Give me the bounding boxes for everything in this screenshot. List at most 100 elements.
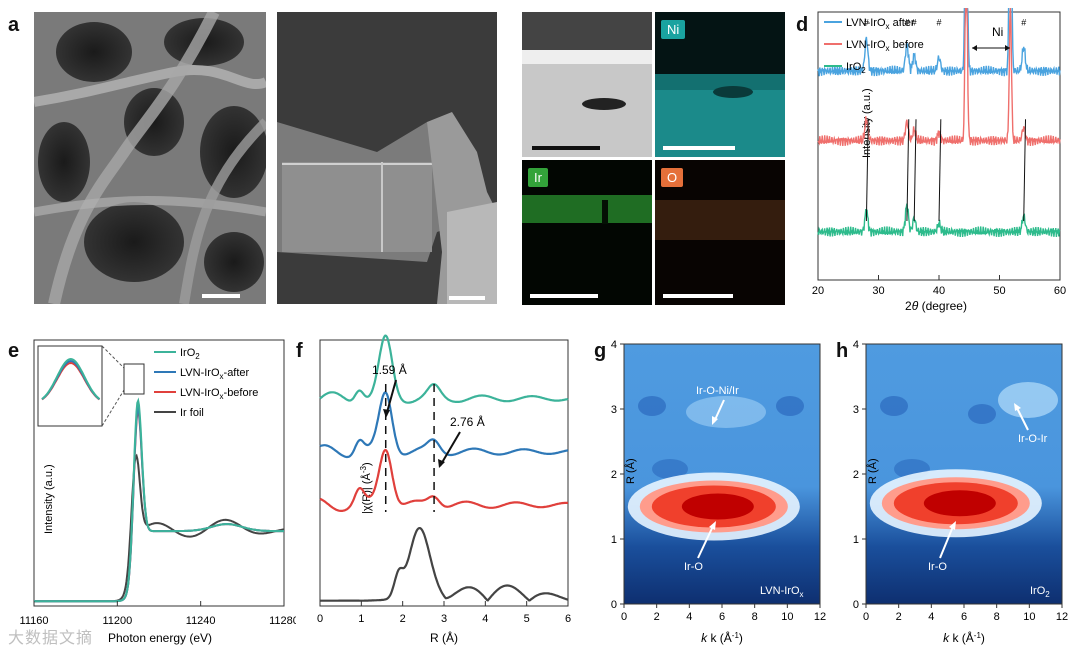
- x-tick-label: 5: [524, 613, 530, 625]
- x-tick-label: 12: [814, 611, 826, 623]
- heat-blob: [652, 459, 688, 479]
- heat-blob: [686, 396, 766, 428]
- x-tick-label: 11200: [102, 615, 132, 627]
- peak-connector: [1023, 119, 1027, 222]
- plot-frame: [817, 11, 1061, 281]
- xanes-chart: Intensity (a.u.) 11160 11200 11240 11280 Ph…: [20, 339, 296, 645]
- lamella-shape: [522, 12, 652, 157]
- legend-item-iro2: IrO2: [846, 61, 866, 75]
- heat-blob: [998, 382, 1058, 418]
- sem-image-cross-section: [277, 12, 497, 304]
- heat-peak: [681, 493, 754, 520]
- panel-label-a: a: [8, 14, 20, 36]
- x-tick-label: 8: [752, 611, 758, 623]
- peak-connector: [913, 119, 917, 222]
- x-tick-label: 12: [1056, 611, 1068, 623]
- xrd-series-line: [817, 8, 1061, 147]
- exafs-series-line: [319, 334, 569, 404]
- label-arrowhead: [949, 521, 956, 530]
- scale-bar: [530, 294, 598, 298]
- scale-bar: [663, 146, 735, 150]
- label-arrow: [939, 523, 955, 559]
- heat-blob: [880, 396, 908, 416]
- legend: IrO2 LVN-IrOx-after LVN-IrOx-before Ir f…: [154, 347, 258, 419]
- x-tick-label: 0: [317, 613, 323, 625]
- annotation-276: 2.76 Å: [450, 414, 485, 429]
- label-ir-o: Ir-O: [928, 561, 947, 573]
- peak-connector: [938, 119, 942, 222]
- y-tick-label: 2: [611, 469, 617, 481]
- peak-marker: #: [864, 17, 869, 27]
- legend-item-before: LVN-IrOx before: [846, 39, 924, 53]
- legend-item-before: LVN-IrOx-before: [180, 387, 258, 401]
- ni-map-texture: [655, 74, 785, 157]
- annotation-arrowhead: [383, 409, 390, 418]
- legend-item-foil: Ir foil: [180, 407, 204, 419]
- x-tick-label: 2: [896, 611, 902, 623]
- sample-label: LVN-IrOx: [760, 585, 804, 599]
- scale-bar: [532, 146, 600, 150]
- scale-bar: [449, 296, 485, 300]
- panel-label-f: f: [296, 340, 303, 362]
- x-tick-label: 2: [400, 613, 406, 625]
- x-tick-label: 3: [441, 613, 447, 625]
- y-axis-label: Intensity (a.u.): [43, 464, 55, 534]
- eds-map-ir: Ir: [522, 160, 652, 305]
- xrd-series-line: [817, 8, 1061, 77]
- label-ir-o-ni-ir: Ir-O-Ni/Ir: [696, 385, 739, 397]
- peak-marker: #: [912, 17, 917, 27]
- y-tick-label: 4: [611, 339, 617, 351]
- heat-peak: [923, 490, 996, 517]
- ni-annotation: Ni: [992, 25, 1003, 39]
- inset-series-line: [41, 357, 101, 400]
- zoom-box: [123, 363, 145, 395]
- label-arrow: [1015, 405, 1029, 431]
- label-arrow: [697, 523, 715, 559]
- x-axis-label: k k (Å-1): [943, 630, 985, 645]
- plot-frame: [33, 339, 285, 607]
- x-tick-label: 40: [933, 285, 945, 297]
- panel-label-e: e: [8, 340, 20, 362]
- x-tick-label: 11240: [186, 615, 216, 627]
- legend: LVN-IrOx after LVN-IrOx before IrO2: [824, 17, 924, 75]
- y-tick-label: 0: [853, 599, 859, 611]
- peak-marker: #: [904, 17, 909, 27]
- heat-blob: [776, 396, 804, 416]
- x-tick-label: 0: [621, 611, 627, 623]
- x-tick-label: 60: [1054, 285, 1066, 297]
- x-tick-label: 4: [482, 613, 488, 625]
- x-tick-label: 0: [863, 611, 869, 623]
- panel-label-g: g: [594, 340, 607, 362]
- eds-map-o: O: [655, 160, 785, 305]
- legend-item-iro2: IrO2: [180, 347, 200, 361]
- xrd-chart: Intensity (a.u.) # # # # # 20 30 40 50 60 2θ (de…: [812, 8, 1066, 313]
- cross-section-shape: [277, 12, 497, 304]
- peak-connector: [906, 119, 910, 222]
- inset-connector: [101, 389, 125, 427]
- o-map-texture: [655, 200, 785, 240]
- y-tick-label: 3: [853, 404, 859, 416]
- x-axis-label: R (Å): [430, 630, 458, 645]
- x-tick-label: 50: [993, 285, 1005, 297]
- legend-item-after: LVN-IrOx-after: [180, 367, 250, 381]
- annotation-arrowhead: [438, 459, 445, 468]
- x-axis-label: k k (Å-1): [701, 630, 743, 645]
- x-tick-label: 6: [961, 611, 967, 623]
- sem-image-lamella: [522, 12, 652, 157]
- element-tag-ni: Ni: [661, 20, 686, 39]
- y-tick-label: 1: [853, 534, 859, 546]
- sample-label: IrO2: [1030, 585, 1050, 599]
- x-axis-label: 2θ (degree): [905, 299, 967, 313]
- exafs-series-line: [319, 391, 569, 459]
- scale-bar: [202, 294, 240, 298]
- x-tick-label: 20: [812, 285, 824, 297]
- foam-texture: [34, 12, 266, 304]
- inset-connector: [101, 345, 125, 369]
- element-tag-o: O: [661, 168, 684, 187]
- peak-marker: #: [1021, 17, 1026, 27]
- eds-map-ni: Ni: [655, 12, 785, 157]
- element-tag-ir: Ir: [528, 168, 548, 187]
- exafs-series-line: [319, 448, 569, 512]
